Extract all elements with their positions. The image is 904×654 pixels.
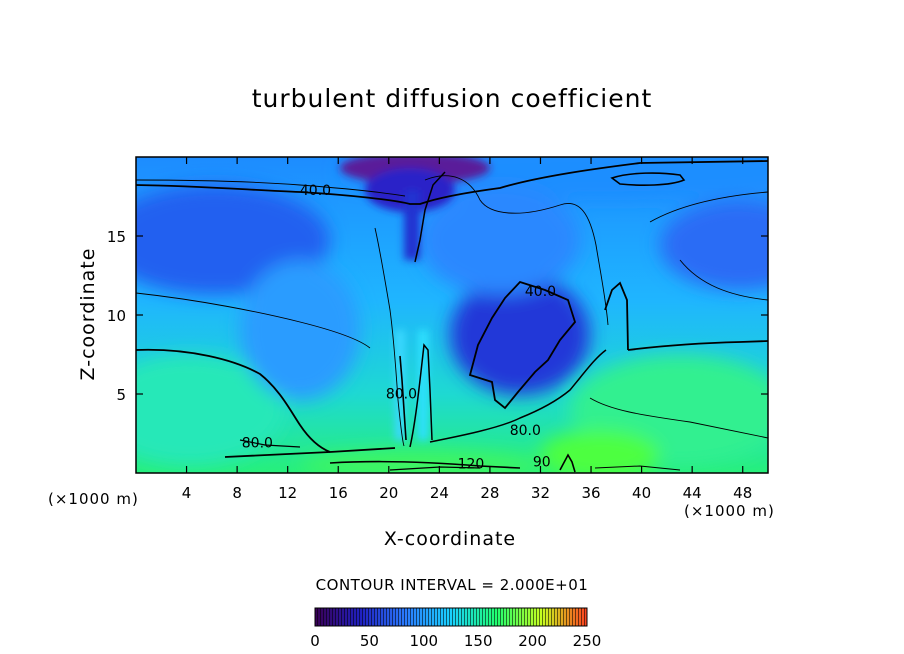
contour-label: 40.0 xyxy=(300,183,331,199)
x-tick-label: 16 xyxy=(329,484,348,502)
x-tick-label: 24 xyxy=(430,484,449,502)
x-unit-label-right: (×1000 m) xyxy=(684,502,775,520)
y-tick-label: 10 xyxy=(107,307,126,325)
contour-interval-label: CONTOUR INTERVAL = 2.000E+01 xyxy=(315,576,589,594)
contour-label: 80.0 xyxy=(386,387,417,403)
x-unit-label-left: (×1000 m) xyxy=(48,490,139,508)
contour-lines xyxy=(136,160,768,473)
colorbar-tick-label: 250 xyxy=(573,632,602,650)
x-tick-label: 28 xyxy=(480,484,499,502)
y-axis-ticks: 5 10 15 xyxy=(107,228,768,404)
colorbar-stripes xyxy=(315,608,587,626)
x-tick-label: 32 xyxy=(531,484,550,502)
y-tick-label: 5 xyxy=(116,386,126,404)
contour-label: 40.0 xyxy=(525,284,556,300)
colorbar-ticks: 0 50 100 150 200 250 xyxy=(310,632,601,650)
x-tick-label: 8 xyxy=(232,484,242,502)
contour-label: 80.0 xyxy=(242,436,273,452)
x-tick-label: 36 xyxy=(581,484,600,502)
x-tick-label: 12 xyxy=(278,484,297,502)
x-axis-title-text: X-coordinate xyxy=(383,528,517,550)
x-tick-label: 4 xyxy=(182,484,192,502)
chart-title: turbulent diffusion coefficient xyxy=(251,84,653,113)
colorbar-tick-label: 50 xyxy=(360,632,379,650)
x-tick-label: 20 xyxy=(379,484,398,502)
x-axis-ticks: 4 8 12 16 20 24 28 32 36 40 44 48 xyxy=(182,157,752,502)
colorbar-frame xyxy=(314,607,588,627)
colorbar-tick-label: 150 xyxy=(464,632,493,650)
y-tick-label: 15 xyxy=(107,228,126,246)
colorbar-tick-label: 100 xyxy=(409,632,438,650)
x-tick-label: 48 xyxy=(733,484,752,502)
heatmap-field xyxy=(136,157,768,473)
contour-label: 90 xyxy=(533,455,551,471)
colorbar-tick-label: 200 xyxy=(518,632,547,650)
x-tick-label: 44 xyxy=(683,484,702,502)
contour-label: 120 xyxy=(458,456,485,472)
contour-label: 80.0 xyxy=(510,423,541,439)
x-axis-title: X-coordinate xyxy=(0,528,904,550)
x-tick-label: 40 xyxy=(632,484,651,502)
contour-label-layer: 40.0 40.0 80.0 80.0 80.0 120 90 xyxy=(242,183,556,472)
colorbar-tick-label: 0 xyxy=(310,632,320,650)
